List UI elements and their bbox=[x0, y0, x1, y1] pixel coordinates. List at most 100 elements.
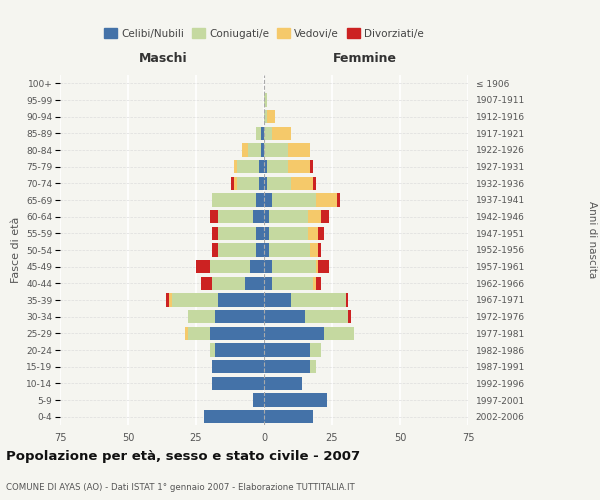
Bar bbox=[310, 160, 313, 173]
Text: Femmine: Femmine bbox=[332, 52, 397, 65]
Bar bbox=[202, 276, 212, 290]
Bar bbox=[209, 344, 215, 356]
Bar bbox=[316, 260, 319, 274]
Bar bbox=[264, 360, 310, 374]
Bar bbox=[212, 194, 256, 206]
Y-axis label: Fasce di età: Fasce di età bbox=[11, 217, 20, 283]
Text: Popolazione per età, sesso e stato civile - 2007: Popolazione per età, sesso e stato civil… bbox=[6, 450, 360, 463]
Bar bbox=[264, 160, 267, 173]
Bar bbox=[272, 260, 316, 274]
Bar bbox=[264, 294, 291, 306]
Text: Maschi: Maschi bbox=[139, 52, 188, 65]
Bar bbox=[212, 226, 218, 240]
Bar bbox=[267, 176, 291, 190]
Bar bbox=[253, 210, 264, 224]
Bar bbox=[264, 110, 267, 124]
Bar bbox=[289, 160, 310, 173]
Bar bbox=[308, 226, 319, 240]
Bar bbox=[234, 160, 237, 173]
Bar bbox=[261, 126, 264, 140]
Bar bbox=[212, 360, 264, 374]
Bar bbox=[264, 194, 272, 206]
Bar bbox=[269, 244, 310, 256]
Bar bbox=[349, 310, 351, 324]
Bar bbox=[264, 144, 289, 156]
Bar bbox=[166, 294, 169, 306]
Bar bbox=[218, 226, 256, 240]
Bar bbox=[264, 210, 269, 224]
Text: Anni di nascita: Anni di nascita bbox=[587, 202, 597, 278]
Bar bbox=[264, 260, 272, 274]
Bar bbox=[267, 110, 275, 124]
Bar bbox=[188, 326, 209, 340]
Bar bbox=[308, 210, 321, 224]
Bar bbox=[188, 310, 215, 324]
Bar bbox=[196, 260, 209, 274]
Bar bbox=[264, 244, 269, 256]
Bar bbox=[267, 160, 289, 173]
Bar bbox=[272, 194, 316, 206]
Bar bbox=[346, 294, 349, 306]
Bar bbox=[264, 410, 313, 424]
Bar bbox=[289, 144, 310, 156]
Bar bbox=[209, 260, 250, 274]
Bar bbox=[264, 226, 269, 240]
Bar bbox=[250, 260, 264, 274]
Bar bbox=[316, 194, 337, 206]
Bar bbox=[259, 160, 264, 173]
Bar bbox=[256, 126, 261, 140]
Bar bbox=[264, 126, 272, 140]
Bar bbox=[272, 276, 313, 290]
Bar bbox=[324, 326, 354, 340]
Bar bbox=[305, 310, 349, 324]
Bar bbox=[316, 276, 321, 290]
Bar bbox=[237, 160, 259, 173]
Bar bbox=[269, 226, 308, 240]
Bar bbox=[204, 410, 264, 424]
Bar bbox=[232, 176, 234, 190]
Legend: Celibi/Nubili, Coniugati/e, Vedovi/e, Divorziati/e: Celibi/Nubili, Coniugati/e, Vedovi/e, Di… bbox=[100, 24, 428, 43]
Bar bbox=[256, 194, 264, 206]
Bar bbox=[242, 144, 248, 156]
Bar bbox=[269, 210, 308, 224]
Bar bbox=[215, 344, 264, 356]
Bar bbox=[218, 244, 256, 256]
Bar bbox=[310, 244, 319, 256]
Text: COMUNE DI AYAS (AO) - Dati ISTAT 1° gennaio 2007 - Elaborazione TUTTITALIA.IT: COMUNE DI AYAS (AO) - Dati ISTAT 1° genn… bbox=[6, 482, 355, 492]
Bar bbox=[321, 210, 329, 224]
Bar bbox=[253, 394, 264, 406]
Bar bbox=[209, 210, 218, 224]
Bar bbox=[261, 144, 264, 156]
Bar bbox=[218, 294, 264, 306]
Bar bbox=[264, 176, 267, 190]
Bar bbox=[256, 244, 264, 256]
Bar bbox=[264, 376, 302, 390]
Bar bbox=[264, 394, 326, 406]
Bar bbox=[172, 294, 218, 306]
Bar bbox=[310, 360, 316, 374]
Bar bbox=[237, 176, 259, 190]
Bar bbox=[234, 176, 237, 190]
Bar bbox=[337, 194, 340, 206]
Bar bbox=[310, 344, 321, 356]
Bar bbox=[264, 310, 305, 324]
Bar bbox=[169, 294, 172, 306]
Bar bbox=[212, 276, 245, 290]
Bar bbox=[313, 276, 316, 290]
Bar bbox=[264, 326, 324, 340]
Bar bbox=[291, 176, 313, 190]
Bar bbox=[313, 176, 316, 190]
Bar bbox=[212, 376, 264, 390]
Bar bbox=[248, 144, 261, 156]
Bar bbox=[245, 276, 264, 290]
Bar bbox=[264, 276, 272, 290]
Bar bbox=[215, 310, 264, 324]
Bar bbox=[218, 210, 253, 224]
Bar bbox=[185, 326, 188, 340]
Bar bbox=[209, 326, 264, 340]
Bar bbox=[259, 176, 264, 190]
Bar bbox=[291, 294, 346, 306]
Bar bbox=[272, 126, 291, 140]
Bar bbox=[256, 226, 264, 240]
Bar bbox=[212, 244, 218, 256]
